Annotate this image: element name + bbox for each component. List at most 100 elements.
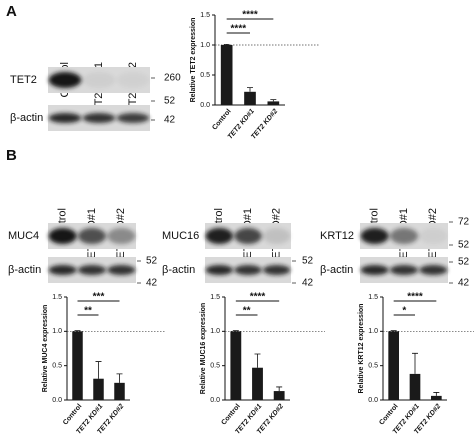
bar <box>409 373 421 400</box>
blot-band <box>116 72 150 88</box>
significance-label: ** <box>243 306 251 317</box>
error-bar <box>116 373 123 383</box>
bar <box>230 331 242 400</box>
blot-band <box>205 228 234 244</box>
y-tick-label: 1.5 <box>200 12 210 19</box>
bar <box>388 331 399 400</box>
marker-label: 52 <box>146 256 158 267</box>
marker-label: 52 <box>302 256 314 267</box>
blot-band <box>234 265 262 275</box>
x-tick-label: Control <box>220 403 241 427</box>
blot-band <box>107 265 136 275</box>
blot-band <box>82 113 116 123</box>
row-label: β-actin <box>320 264 353 276</box>
blot-band <box>419 265 448 275</box>
blot-band <box>77 228 107 244</box>
y-tick-label: 0.0 <box>368 397 378 404</box>
blot-band <box>389 265 419 275</box>
significance-label: * <box>402 306 406 317</box>
blot-band <box>360 265 389 275</box>
marker-label: 52 <box>164 96 176 107</box>
y-tick-label: 1.0 <box>368 328 378 335</box>
marker-label: 42 <box>302 278 314 289</box>
y-tick-label: 1.0 <box>200 42 210 49</box>
bar <box>220 45 233 105</box>
x-tick-label: Control <box>211 108 232 132</box>
row-label: β-actin <box>8 264 41 276</box>
x-tick-label: Control <box>378 403 399 427</box>
panel-label: A <box>6 3 17 20</box>
blot-band <box>116 113 150 123</box>
error-bar <box>223 44 230 45</box>
row-label: KRT12 <box>320 230 354 242</box>
blot-band <box>48 228 77 244</box>
blot-band <box>82 72 116 88</box>
significance-label: **** <box>231 24 247 35</box>
error-bar <box>232 330 239 332</box>
row-label: MUC4 <box>8 230 39 242</box>
row-label: MUC16 <box>162 230 199 242</box>
marker-label: 42 <box>458 278 470 289</box>
row-label: TET2 <box>10 74 37 86</box>
blot-band <box>205 265 234 275</box>
blot-band <box>360 228 389 244</box>
marker-label: 52 <box>458 240 470 251</box>
error-bar <box>95 361 102 379</box>
y-tick-label: 1.0 <box>52 328 62 335</box>
marker-label: 72 <box>458 217 470 228</box>
y-tick-label: 0.5 <box>368 363 378 370</box>
y-tick-label: 0.0 <box>200 102 210 109</box>
y-tick-label: 1.0 <box>210 328 220 335</box>
y-tick-label: 0.0 <box>52 397 62 404</box>
error-bar <box>412 352 418 374</box>
marker-label: 42 <box>146 278 158 289</box>
blot-band <box>389 228 419 244</box>
y-tick-label: 0.5 <box>52 363 62 370</box>
y-axis-label: Relative MUC4 expression <box>42 305 49 393</box>
blot-band <box>77 265 107 275</box>
error-bar <box>270 99 277 102</box>
y-tick-label: 0.5 <box>200 72 210 79</box>
error-bar <box>247 87 253 92</box>
error-bar <box>74 330 81 332</box>
significance-label: *** <box>93 292 105 303</box>
x-tick-label: Control <box>62 403 83 427</box>
y-axis-label: Relative MUC16 expression <box>200 303 207 394</box>
row-label: β-actin <box>162 264 195 276</box>
bar <box>431 395 442 400</box>
blot-band <box>262 228 291 244</box>
blot-band <box>107 228 136 244</box>
blot-band <box>234 228 262 244</box>
y-tick-label: 1.5 <box>368 294 378 301</box>
marker-label: 260 <box>164 73 181 84</box>
blot-band <box>262 265 291 275</box>
blot-band <box>48 72 82 88</box>
bar <box>93 378 104 400</box>
blot-band <box>48 265 77 275</box>
blot-band <box>419 228 448 244</box>
error-bar <box>433 392 440 396</box>
bar <box>114 382 125 400</box>
y-axis-label: Relative KRT12 expression <box>358 304 365 394</box>
significance-label: **** <box>407 292 423 303</box>
bar <box>252 367 263 400</box>
bar <box>72 331 83 400</box>
significance-label: **** <box>242 10 258 21</box>
error-bar <box>254 353 261 368</box>
row-label: β-actin <box>10 112 43 124</box>
blot-band <box>48 113 82 123</box>
error-bar <box>390 330 397 332</box>
significance-label: **** <box>250 292 266 303</box>
y-tick-label: 1.5 <box>210 294 220 301</box>
y-tick-label: 0.5 <box>210 363 220 370</box>
significance-label: ** <box>84 306 92 317</box>
error-bar <box>276 386 283 392</box>
bar <box>244 91 256 105</box>
bar <box>267 101 280 105</box>
y-tick-label: 0.0 <box>210 397 220 404</box>
panel-label: B <box>6 147 17 164</box>
y-axis-label: Relative TET2 expression <box>190 18 197 103</box>
marker-label: 42 <box>164 115 176 126</box>
